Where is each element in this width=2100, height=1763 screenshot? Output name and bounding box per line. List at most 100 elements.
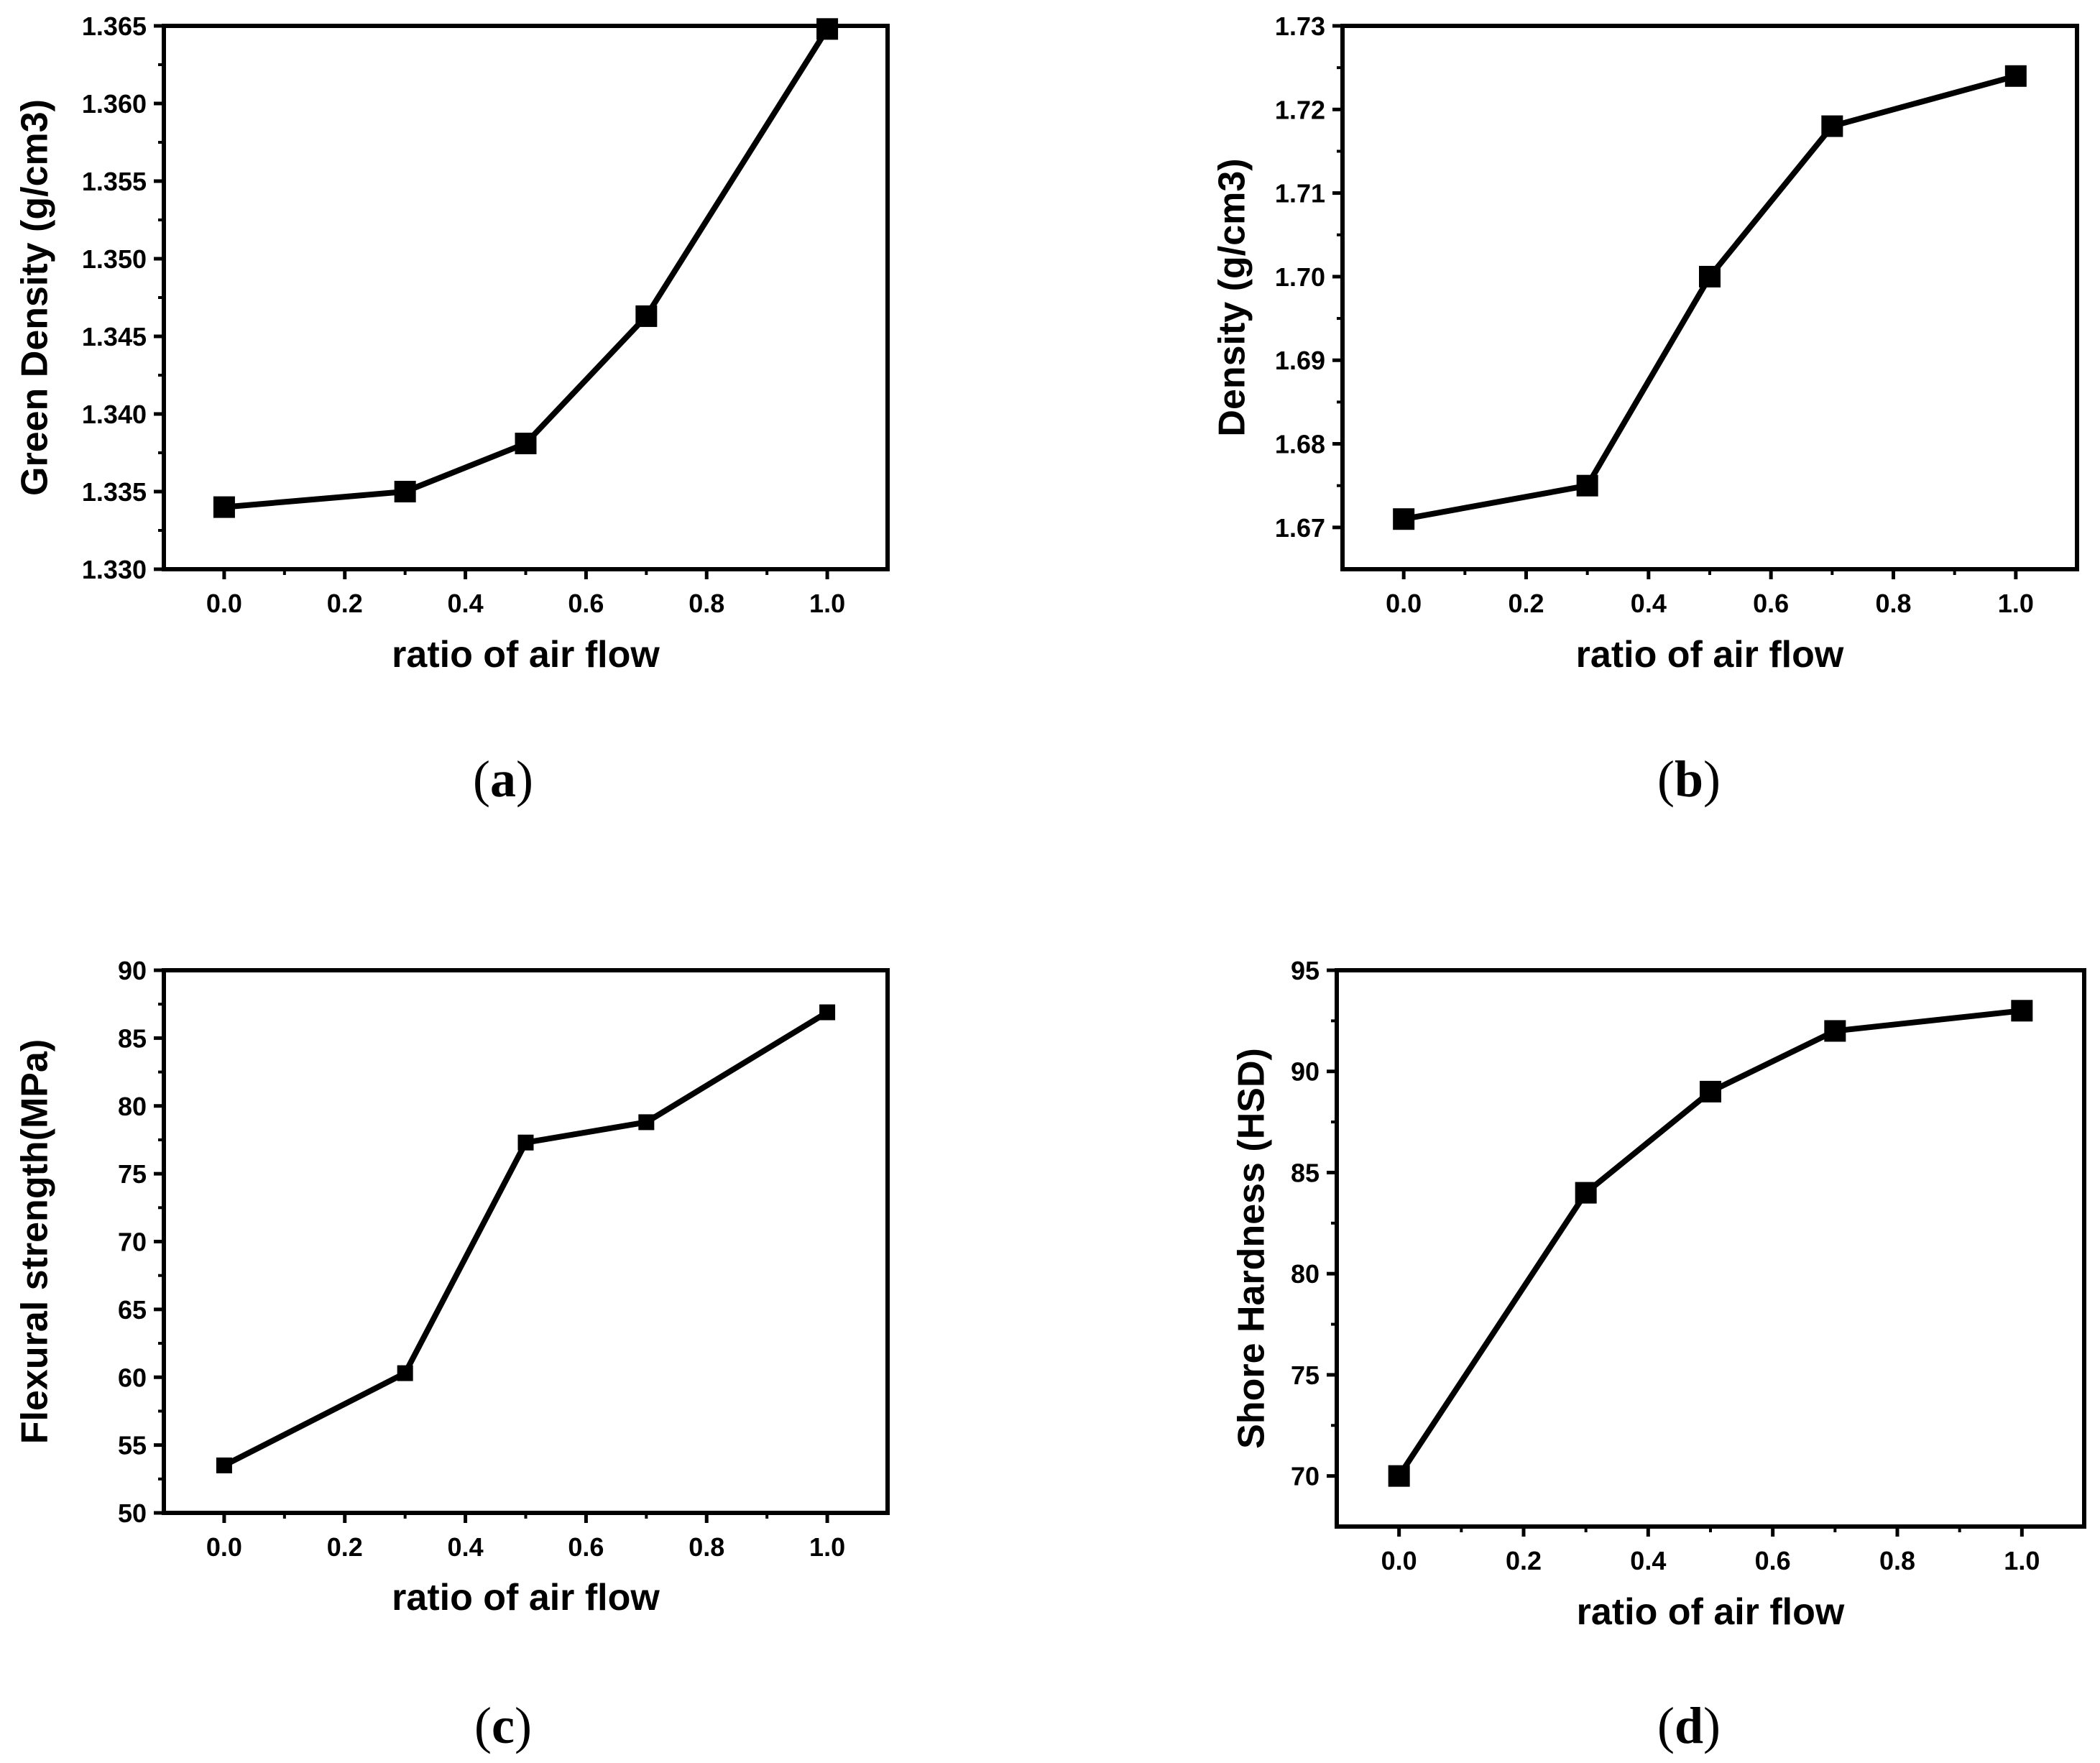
y-tick-label: 1.71 — [1275, 179, 1325, 208]
y-tick-label: 1.73 — [1275, 11, 1325, 41]
series-line — [1396, 1008, 2022, 1478]
data-point — [216, 1457, 232, 1473]
data-point — [2011, 1000, 2033, 1022]
x-tick-label: 0.2 — [1508, 589, 1544, 618]
caption-open-paren: ( — [473, 750, 490, 808]
caption-letter: d — [1675, 1697, 1703, 1754]
x-tick-label: 0.2 — [1506, 1546, 1542, 1575]
panel-caption: (a) — [473, 750, 533, 808]
y-axis-title: Shore Hardness (HSD) — [1231, 1048, 1273, 1449]
y-tick-label: 1.335 — [82, 477, 147, 507]
data-point — [819, 1004, 836, 1021]
x-axis-title: ratio of air flow — [392, 634, 660, 676]
y-axis-title: Green Density (g/cm3) — [14, 99, 56, 496]
y-tick-label: 50 — [118, 1499, 147, 1528]
plot-frame — [1340, 24, 2079, 571]
series-line — [223, 1010, 829, 1468]
y-tick-label: 70 — [118, 1228, 147, 1257]
y-tick-label: 85 — [118, 1023, 147, 1053]
data-point — [517, 1134, 534, 1151]
y-axis-title: Flexural strength(MPa) — [14, 1039, 56, 1444]
y-tick-label: 80 — [118, 1092, 147, 1121]
y-tick-label: 1.360 — [82, 89, 147, 119]
y-tick-label: 55 — [118, 1431, 147, 1460]
y-tick-label: 1.330 — [82, 555, 147, 584]
x-tick-label: 1.0 — [2004, 1546, 2040, 1575]
y-tick-label: 95 — [1291, 956, 1320, 985]
data-point — [1700, 1080, 1721, 1103]
x-tick-label: 0.6 — [1755, 1546, 1791, 1575]
panel-caption: (b) — [1657, 750, 1721, 808]
caption-letter: a — [490, 750, 516, 808]
chart-panel-a: 0.0 0.2 0.4 0.6 0.8 1.0 1.330 1.335 1.340 1.345 1.… — [14, 11, 890, 808]
y-tick-label: 1.69 — [1275, 346, 1325, 375]
y-tick-label: 1.345 — [82, 322, 147, 351]
caption-open-paren: ( — [1657, 750, 1675, 808]
y-tick-label: 1.355 — [82, 167, 147, 196]
y-tick-label: 75 — [1291, 1361, 1320, 1390]
plot-frame — [162, 968, 890, 1515]
x-tick-label: 0.8 — [1879, 1546, 1915, 1575]
y-tick-label: 1.350 — [82, 244, 147, 274]
data-point — [213, 496, 235, 518]
x-tick-label: 0.4 — [448, 589, 484, 618]
x-tick-label: 0.8 — [689, 589, 724, 618]
x-axis-title: ratio of air flow — [392, 1577, 660, 1619]
y-tick-label: 1.365 — [82, 11, 147, 41]
y-tick-label: 85 — [1291, 1158, 1320, 1187]
panel-caption: (d) — [1657, 1697, 1721, 1754]
y-tick-label: 90 — [1291, 1057, 1320, 1087]
data-point — [1699, 265, 1721, 287]
data-point — [816, 18, 839, 40]
caption-close-paren: ) — [1703, 750, 1721, 808]
caption-open-paren: ( — [1657, 1697, 1675, 1754]
chart-panel-b: 0.0 0.2 0.4 0.6 0.8 1.0 1.67 1.68 1.69 1.70 1.71 1.… — [1212, 11, 2079, 808]
x-tick-label: 1.0 — [809, 589, 845, 618]
caption-close-paren: ) — [516, 750, 533, 808]
data-point — [638, 1114, 655, 1131]
x-tick-label: 0.8 — [689, 1532, 724, 1562]
data-point — [397, 1365, 413, 1381]
x-tick-label: 1.0 — [1998, 589, 2034, 618]
x-tick-label: 0.4 — [1630, 1546, 1666, 1575]
y-tick-label: 75 — [118, 1159, 147, 1189]
x-tick-label: 0.0 — [1386, 589, 1422, 618]
x-tick-label: 1.0 — [809, 1532, 845, 1562]
chart-panel-d: 0.0 0.2 0.4 0.6 0.8 1.0 70 75 80 85 90 95 ratio of a… — [1231, 956, 2086, 1754]
x-tick-label: 0.2 — [327, 589, 363, 618]
caption-letter: c — [492, 1697, 515, 1754]
x-tick-label: 0.0 — [1381, 1546, 1417, 1575]
data-point — [1575, 1182, 1597, 1204]
x-tick-label: 0.0 — [206, 1532, 242, 1562]
series-line — [1403, 73, 2017, 523]
y-tick-label: 1.70 — [1275, 262, 1325, 292]
y-tick-label: 1.67 — [1275, 513, 1325, 543]
y-tick-label: 1.68 — [1275, 430, 1325, 459]
x-tick-label: 0.6 — [1753, 589, 1789, 618]
x-tick-label: 0.4 — [448, 1532, 484, 1562]
y-tick-label: 80 — [1291, 1259, 1320, 1289]
data-point — [635, 305, 658, 327]
y-axis-title: Density (g/cm3) — [1212, 158, 1253, 436]
data-point — [1576, 474, 1598, 497]
caption-close-paren: ) — [515, 1697, 532, 1754]
y-tick-label: 1.340 — [82, 400, 147, 429]
x-axis-title: ratio of air flow — [1577, 1591, 1845, 1633]
x-tick-label: 0.6 — [568, 1532, 604, 1562]
x-tick-label: 0.2 — [327, 1532, 363, 1562]
data-point — [515, 433, 537, 455]
data-point — [1821, 115, 1843, 137]
data-point — [1388, 1465, 1410, 1487]
y-tick-label: 60 — [118, 1363, 147, 1392]
y-tick-label: 70 — [1291, 1462, 1320, 1491]
x-axis-title: ratio of air flow — [1576, 634, 1844, 676]
y-tick-label: 90 — [118, 956, 147, 985]
data-point — [1393, 508, 1415, 530]
x-tick-label: 0.8 — [1875, 589, 1911, 618]
caption-close-paren: ) — [1703, 1697, 1721, 1754]
caption-open-paren: ( — [474, 1697, 492, 1754]
x-tick-label: 0.4 — [1631, 589, 1667, 618]
plot-frame — [1335, 968, 2086, 1529]
chart-panel-c: 0.0 0.2 0.4 0.6 0.8 1.0 50 55 60 65 70 75 80 85 90 rati… — [14, 956, 890, 1754]
